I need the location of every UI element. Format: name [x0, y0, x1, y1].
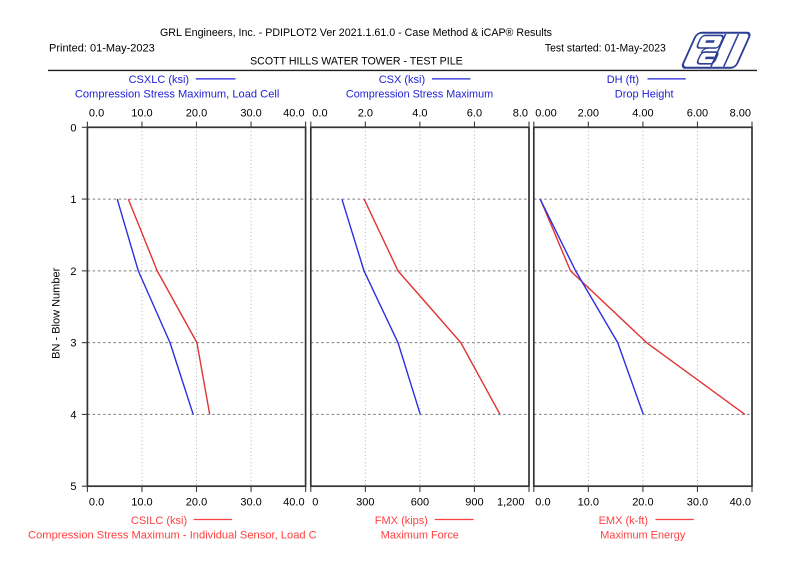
- svg-text:30.0: 30.0: [240, 108, 261, 120]
- svg-text:1: 1: [70, 194, 76, 206]
- svg-text:CSX (ksi): CSX (ksi): [379, 74, 425, 86]
- svg-text:10.0: 10.0: [131, 497, 152, 509]
- svg-text:600: 600: [411, 497, 429, 509]
- svg-text:40.0: 40.0: [730, 497, 751, 509]
- svg-text:2: 2: [70, 266, 76, 278]
- svg-text:5: 5: [70, 481, 76, 493]
- svg-text:Maximum Energy: Maximum Energy: [600, 530, 685, 542]
- svg-text:20.0: 20.0: [186, 108, 207, 120]
- svg-text:0.00: 0.00: [535, 108, 556, 120]
- svg-text:10.0: 10.0: [131, 108, 152, 120]
- svg-text:8.00: 8.00: [730, 108, 751, 120]
- svg-text:EMX (k-ft): EMX (k-ft): [599, 515, 649, 527]
- svg-text:Compression Stress Maximum, Lo: Compression Stress Maximum, Load Cell: [75, 88, 280, 100]
- svg-text:Test started: 01-May-2023: Test started: 01-May-2023: [545, 42, 666, 54]
- svg-text:SCOTT HILLS WATER TOWER - TEST: SCOTT HILLS WATER TOWER - TEST PILE: [250, 56, 463, 68]
- svg-text:Maximum Force: Maximum Force: [381, 530, 459, 542]
- svg-text:1,200: 1,200: [497, 497, 525, 509]
- svg-text:0.0: 0.0: [535, 497, 550, 509]
- svg-text:0.0: 0.0: [312, 108, 327, 120]
- svg-text:3: 3: [70, 338, 76, 350]
- svg-text:0: 0: [312, 497, 318, 509]
- svg-text:2.00: 2.00: [578, 108, 599, 120]
- svg-text:6.00: 6.00: [687, 108, 708, 120]
- svg-text:4: 4: [70, 409, 76, 421]
- svg-text:10.0: 10.0: [578, 497, 599, 509]
- svg-text:4.00: 4.00: [632, 108, 653, 120]
- svg-text:Printed: 01-May-2023: Printed: 01-May-2023: [49, 42, 155, 54]
- svg-text:20.0: 20.0: [632, 497, 653, 509]
- svg-text:30.0: 30.0: [240, 497, 261, 509]
- svg-text:CSILC (ksi): CSILC (ksi): [131, 515, 187, 527]
- svg-text:DH (ft): DH (ft): [607, 74, 639, 86]
- svg-text:BN - Blow Number: BN - Blow Number: [50, 267, 62, 358]
- svg-text:300: 300: [356, 497, 374, 509]
- svg-text:20.0: 20.0: [186, 497, 207, 509]
- svg-text:Compression Stress Maximum: Compression Stress Maximum: [346, 88, 493, 100]
- svg-text:0.0: 0.0: [89, 108, 104, 120]
- svg-text:0: 0: [70, 122, 76, 134]
- svg-text:0.0: 0.0: [89, 497, 104, 509]
- svg-text:GRL Engineers, Inc. - PDIPLOT2: GRL Engineers, Inc. - PDIPLOT2 Ver 2021.…: [160, 27, 552, 39]
- svg-text:8.0: 8.0: [513, 108, 528, 120]
- svg-text:40.0: 40.0: [283, 108, 304, 120]
- svg-text:2.0: 2.0: [358, 108, 373, 120]
- svg-text:4.0: 4.0: [412, 108, 427, 120]
- svg-text:Drop Height: Drop Height: [615, 88, 674, 100]
- svg-text:900: 900: [465, 497, 483, 509]
- svg-text:30.0: 30.0: [687, 497, 708, 509]
- svg-text:FMX (kips): FMX (kips): [375, 515, 428, 527]
- svg-text:6.0: 6.0: [467, 108, 482, 120]
- svg-text:Compression Stress Maximum - I: Compression Stress Maximum - Individual …: [28, 530, 317, 542]
- svg-text:CSXLC (ksi): CSXLC (ksi): [129, 74, 190, 86]
- svg-text:40.0: 40.0: [283, 497, 304, 509]
